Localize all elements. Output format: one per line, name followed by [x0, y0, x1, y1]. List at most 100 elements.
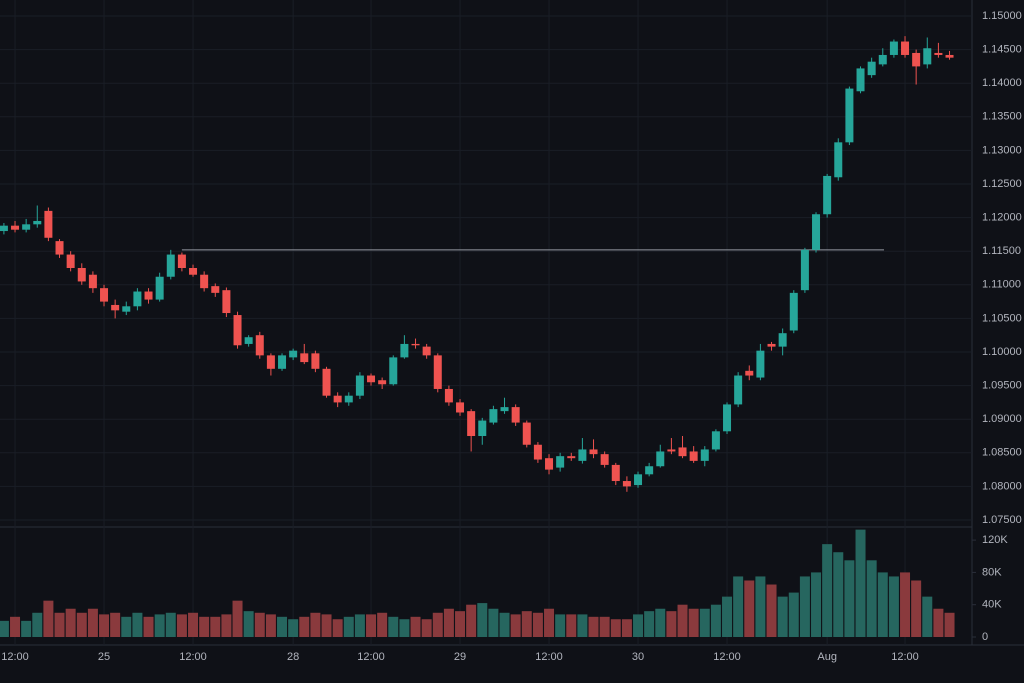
candle-body	[400, 343, 409, 358]
volume-bar	[288, 619, 299, 637]
candle-body	[622, 481, 631, 487]
volume-bar	[722, 596, 733, 637]
x-tick-label: 12:00	[1, 651, 29, 663]
volume-tick-label: 120K	[982, 534, 1008, 546]
y-tick-label: 1.11500	[982, 245, 1021, 257]
candle-body	[367, 375, 376, 383]
x-tick-label: 12:00	[179, 651, 207, 663]
x-tick-label: 12:00	[357, 651, 385, 663]
candle-body	[611, 464, 620, 482]
candle-body	[656, 451, 665, 467]
volume-bar	[99, 614, 110, 637]
volume-bar	[933, 608, 944, 637]
candle-body	[600, 454, 609, 465]
candle-body	[444, 388, 453, 403]
x-tick-label: 29	[454, 651, 466, 663]
y-tick-label: 1.13000	[982, 144, 1022, 156]
candle-body	[44, 210, 53, 238]
candle-body	[489, 409, 498, 423]
y-tick-label: 1.10500	[982, 312, 1022, 324]
volume-tick-label: 80K	[982, 566, 1002, 578]
candle-body	[634, 474, 643, 486]
y-tick-label: 1.09500	[982, 380, 1022, 392]
candle-body	[100, 288, 109, 302]
candle-body	[11, 225, 20, 230]
y-tick-label: 1.12000	[982, 212, 1022, 224]
volume-bar	[666, 611, 677, 637]
volume-bar	[710, 604, 721, 637]
y-tick-label: 1.10000	[982, 346, 1022, 358]
volume-bar	[43, 600, 54, 637]
volume-bar	[332, 619, 343, 637]
candle-body	[923, 48, 932, 65]
volume-bar	[744, 580, 755, 637]
volume-bar	[154, 614, 165, 637]
candle-body	[878, 54, 887, 65]
candle-body	[578, 449, 587, 461]
volume-bar	[499, 612, 510, 637]
volume-bar	[833, 552, 844, 637]
volume-bar	[888, 576, 899, 637]
volume-bar	[399, 619, 410, 637]
y-tick-label: 1.12500	[982, 178, 1022, 190]
volume-bar	[143, 616, 154, 637]
volume-bar	[799, 576, 810, 637]
volume-bar	[466, 604, 477, 637]
volume-bar	[421, 619, 432, 637]
volume-bar	[922, 596, 933, 637]
candle-body	[122, 306, 131, 312]
volume-bar	[544, 608, 555, 637]
candle-body	[734, 375, 743, 405]
volume-bar	[777, 596, 788, 637]
candle-body	[233, 315, 242, 346]
x-tick-label: 12:00	[713, 651, 741, 663]
candle-body	[667, 449, 676, 452]
candle-body	[522, 422, 531, 445]
candle-body	[300, 353, 309, 363]
volume-bar	[588, 616, 599, 637]
volume-bar	[210, 616, 221, 637]
volume-bar	[566, 614, 577, 637]
volume-bar	[811, 572, 822, 637]
volume-bar	[0, 620, 9, 637]
candle-body	[88, 274, 97, 289]
volume-bar	[299, 616, 310, 637]
candle-body	[689, 451, 698, 461]
candle-body	[700, 449, 709, 461]
volume-bar	[877, 572, 888, 637]
candle-body	[856, 68, 865, 92]
candle-body	[344, 395, 353, 403]
candle-body	[456, 402, 465, 413]
volume-bar	[310, 612, 321, 637]
volume-bar	[366, 614, 377, 637]
candle-body	[745, 370, 754, 376]
volume-bar	[32, 612, 43, 637]
volume-bar	[755, 576, 766, 637]
candle-body	[945, 54, 954, 58]
volume-bar	[76, 612, 87, 637]
volume-bar	[900, 572, 911, 637]
volume-bar	[911, 580, 922, 637]
candle-body	[678, 447, 687, 457]
y-tick-label: 1.15000	[982, 10, 1022, 22]
candle-body	[166, 254, 175, 277]
volume-bar	[866, 560, 877, 637]
y-tick-label: 1.14000	[982, 77, 1022, 89]
volume-bar	[243, 611, 254, 637]
volume-bar	[54, 612, 65, 637]
candle-body	[177, 254, 186, 269]
volume-bar	[343, 616, 354, 637]
candle-body	[789, 292, 798, 331]
volume-bar	[510, 614, 521, 637]
candle-body	[66, 254, 75, 269]
volume-bar	[410, 616, 421, 637]
volume-bar	[87, 608, 98, 637]
y-tick-label: 1.11000	[982, 279, 1021, 291]
volume-bar	[188, 612, 199, 637]
y-tick-label: 1.07500	[982, 514, 1022, 526]
candle-body	[111, 304, 120, 311]
candle-body	[355, 375, 364, 396]
volume-bar	[822, 544, 833, 637]
candle-body	[767, 343, 776, 347]
